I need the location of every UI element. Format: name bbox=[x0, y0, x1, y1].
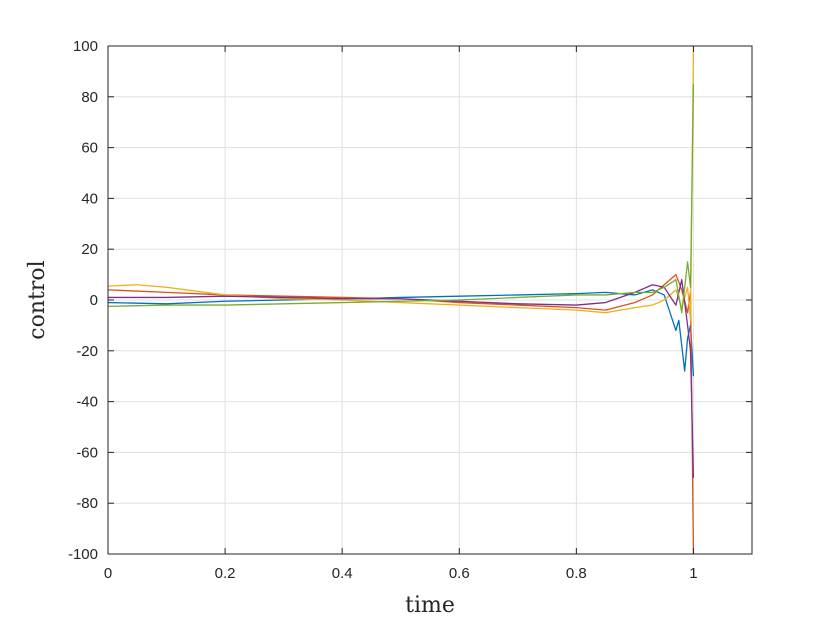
x-tick-label: 0.8 bbox=[566, 565, 587, 582]
x-axis-title: time bbox=[405, 593, 455, 618]
series-layer bbox=[108, 46, 695, 554]
series-line-3 bbox=[108, 46, 695, 321]
y-tick-label: 0 bbox=[90, 292, 98, 309]
y-tick-labels: -100 -80 -60 -40 -20 0 20 40 60 80 100 bbox=[68, 38, 98, 563]
y-tick-label: 80 bbox=[81, 89, 98, 106]
tick-marks bbox=[107, 45, 752, 555]
series-line-2 bbox=[108, 273, 695, 554]
x-tick-label: 0.4 bbox=[332, 565, 353, 582]
series-line-4 bbox=[108, 279, 695, 478]
x-tick-label: 0.6 bbox=[449, 565, 470, 582]
series-line-5 bbox=[108, 84, 695, 314]
x-tick-label: 1 bbox=[689, 565, 697, 582]
y-axis-title: control bbox=[25, 260, 50, 339]
y-tick-label: -40 bbox=[76, 394, 98, 411]
x-tick-label: 0.2 bbox=[215, 565, 236, 582]
x-tick-label: 0 bbox=[104, 565, 112, 582]
y-tick-label: 20 bbox=[81, 241, 98, 258]
y-tick-label: -80 bbox=[76, 495, 98, 512]
y-tick-label: 100 bbox=[73, 38, 98, 55]
y-tick-label: 60 bbox=[81, 140, 98, 157]
y-tick-label: -20 bbox=[76, 343, 98, 360]
y-tick-label: 40 bbox=[81, 190, 98, 207]
y-tick-label: -100 bbox=[68, 546, 98, 563]
y-tick-label: -60 bbox=[76, 444, 98, 461]
x-tick-labels: 0 0.2 0.4 0.6 0.8 1 bbox=[104, 565, 698, 582]
